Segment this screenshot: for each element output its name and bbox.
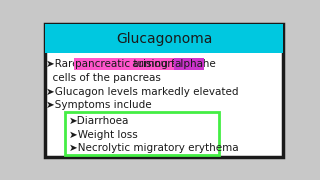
Text: ➤Glucagon levels markedly elevated: ➤Glucagon levels markedly elevated: [46, 87, 239, 97]
Text: alpha: alpha: [175, 59, 204, 69]
Text: ➤Rare: ➤Rare: [46, 59, 82, 69]
FancyBboxPatch shape: [45, 24, 283, 53]
Text: ➤Diarrhoea: ➤Diarrhoea: [68, 116, 129, 126]
Text: cells of the pancreas: cells of the pancreas: [46, 73, 161, 83]
Text: pancreatic tumours: pancreatic tumours: [75, 59, 177, 69]
Text: ➤Necrolytic migratory erythema: ➤Necrolytic migratory erythema: [68, 143, 238, 153]
FancyBboxPatch shape: [65, 112, 219, 155]
Text: arising from the: arising from the: [129, 59, 219, 69]
Text: Glucagonoma: Glucagonoma: [116, 32, 212, 46]
Text: ➤Weight loss: ➤Weight loss: [68, 130, 137, 140]
FancyBboxPatch shape: [45, 24, 283, 158]
Text: ➤Symptoms include: ➤Symptoms include: [46, 100, 152, 111]
